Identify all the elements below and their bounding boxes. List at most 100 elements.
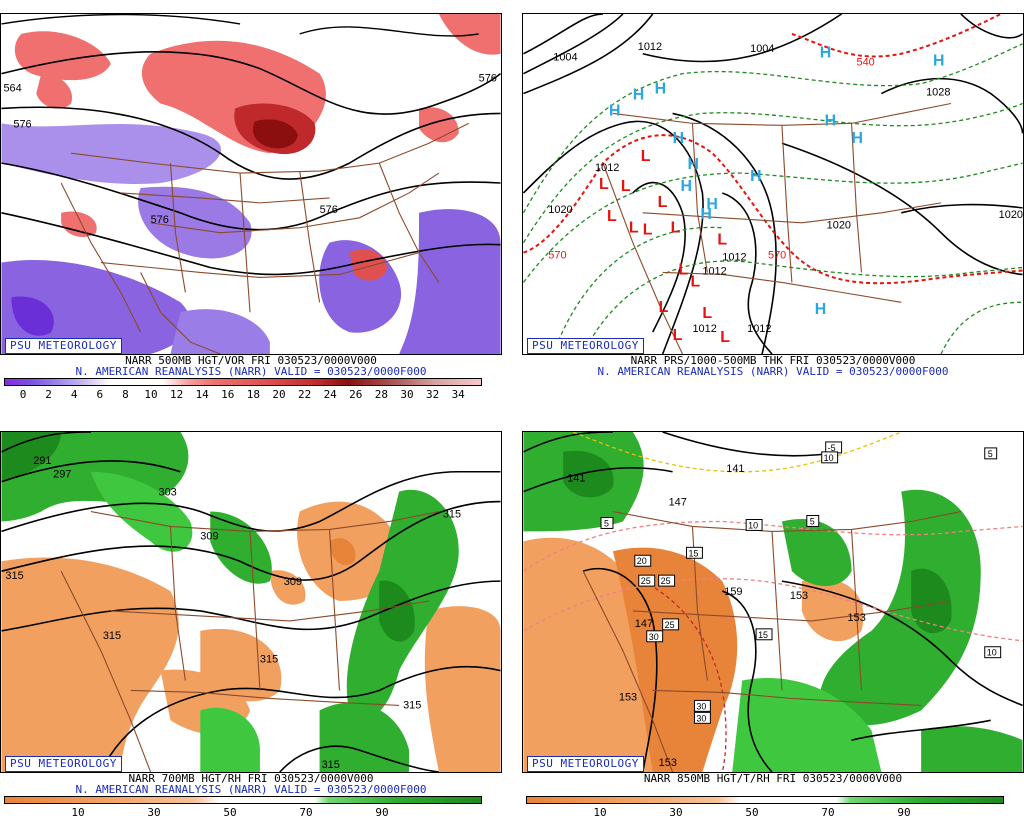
low-pressure-symbol: L <box>641 148 651 165</box>
temp-label-box: 20 <box>634 554 652 567</box>
colorbar-tick: 16 <box>221 388 235 401</box>
high-pressure-symbol: H <box>688 156 699 173</box>
contour-label: 309 <box>200 530 218 542</box>
high-pressure-symbol: H <box>706 196 717 213</box>
temp-label-box: 25 <box>662 618 680 631</box>
svg-text:30: 30 <box>649 632 659 642</box>
high-pressure-symbol: H <box>700 206 711 223</box>
contour-label: 564 <box>3 83 21 95</box>
temp-label-box: 15 <box>755 628 773 641</box>
map-850mb-graphic: 141 141 147 147 153 153 153 153 159 -5 5… <box>523 432 1023 772</box>
contour-label: 159 <box>724 586 742 598</box>
colorbar-tick: 24 <box>323 388 337 401</box>
isobar-label: 1028 <box>926 87 950 99</box>
contour-label: 141 <box>726 463 744 475</box>
colorbar-tick: 20 <box>272 388 286 401</box>
temp-label-box: 10 <box>984 646 1002 659</box>
isobar-label: 1020 <box>548 204 572 216</box>
isobar-label: 1012 <box>692 323 716 335</box>
isobar-label: 1004 <box>750 43 774 55</box>
high-pressure-symbol: H <box>655 81 666 98</box>
thickness-label: 570 <box>548 250 566 262</box>
temp-label-box: 30 <box>646 630 664 643</box>
temp-label-box: 5 <box>984 447 998 460</box>
low-pressure-symbol: L <box>659 299 669 316</box>
panel-caption-title: NARR PRS/1000-500MB THK FRI 030523/0000V… <box>630 354 916 367</box>
isobar-label: 1012 <box>638 41 662 53</box>
contour-label: 309 <box>284 576 302 588</box>
colorbar-tick: 26 <box>349 388 363 401</box>
svg-text:30: 30 <box>696 713 706 723</box>
colorbar-tick: 34 <box>451 388 465 401</box>
low-pressure-symbol: L <box>679 261 689 278</box>
temp-label-box: 10 <box>745 518 763 531</box>
colorbar-tick: 28 <box>374 388 389 401</box>
colorbar-tick: 30 <box>669 806 683 819</box>
colorbar-tick: 50 <box>745 806 759 819</box>
temp-label-box: 30 <box>693 699 711 712</box>
colorbar-tick: 70 <box>821 806 835 819</box>
high-pressure-symbol: H <box>681 178 692 195</box>
contour-label: 153 <box>848 612 866 624</box>
vorticity-colorbar <box>4 378 482 386</box>
panel-caption-valid: N. AMERICAN REANALYSIS (NARR) VALID = 03… <box>75 365 427 378</box>
panel-pressure-thickness: 1004 1012 1004 1020 1012 1012 1012 1012 … <box>522 0 1024 388</box>
low-pressure-symbol: L <box>643 222 653 239</box>
svg-text:5: 5 <box>604 518 609 528</box>
colorbar-tick: 18 <box>246 388 261 401</box>
low-pressure-symbol: L <box>607 208 617 225</box>
rh-colorbar-ticks: 10 30 50 70 90 <box>526 807 1004 819</box>
vorticity-colorbar-ticks: 0 2 4 6 8 10 12 14 16 18 20 22 24 26 28 30 32 34 <box>4 389 482 401</box>
contour-label: 303 <box>159 487 177 499</box>
colorbar-tick: 0 <box>19 388 27 401</box>
colorbar-tick: 10 <box>593 806 607 819</box>
temp-label-box: 25 <box>658 574 676 587</box>
svg-text:25: 25 <box>665 620 675 630</box>
temp-label-box: 15 <box>686 546 703 559</box>
panel-caption-title: NARR 850MB HGT/T/RH FRI 030523/0000V000 <box>643 772 903 785</box>
panel-850mb-temp-rh: 141 141 147 147 153 153 153 153 159 -5 5… <box>522 418 1024 819</box>
map-500mb-vorticity: 564 576 576 576 576 PSU METEOROLOGY <box>0 13 502 355</box>
svg-text:15: 15 <box>758 630 768 640</box>
low-pressure-symbol: L <box>720 329 730 346</box>
svg-text:25: 25 <box>661 576 671 586</box>
colorbar-tick: 50 <box>223 806 237 819</box>
temp-label-box: 30 <box>693 711 711 724</box>
contour-label: 141 <box>567 473 585 485</box>
contour-label: 576 <box>479 73 497 85</box>
panel-700mb-rh: 291 297 303 309 309 315 315 315 315 315 … <box>0 418 502 819</box>
panel-caption-title: NARR 700MB HGT/RH FRI 030523/0000V000 <box>128 772 374 785</box>
contour-label: 576 <box>320 204 338 216</box>
rh-colorbar <box>4 796 482 804</box>
contour-label: 147 <box>669 497 687 509</box>
svg-text:25: 25 <box>641 576 651 586</box>
contour-label: 315 <box>260 654 278 666</box>
panel-caption-valid: N. AMERICAN REANALYSIS (NARR) VALID = 03… <box>75 783 427 796</box>
high-pressure-symbol: H <box>825 112 836 129</box>
temp-label-box: 25 <box>638 574 656 587</box>
rh-colorbar <box>526 796 1004 804</box>
colorbar-tick: 10 <box>71 806 85 819</box>
high-pressure-symbol: H <box>820 45 831 62</box>
temp-label-box: -5 <box>825 441 843 454</box>
isobar-label: 1012 <box>702 265 726 277</box>
thickness-label: 540 <box>857 57 875 69</box>
temp-label-box: 5 <box>600 517 614 529</box>
contour-label: 153 <box>619 691 637 703</box>
colorbar-tick: 32 <box>425 388 440 401</box>
colorbar-tick: 22 <box>297 388 312 401</box>
low-pressure-symbol: L <box>629 220 639 237</box>
map-850mb-temp-rh: 141 141 147 147 153 153 153 153 159 -5 5… <box>522 431 1024 773</box>
low-pressure-symbol: L <box>673 327 683 344</box>
thickness-label: 570 <box>768 250 786 262</box>
colorbar-tick: 10 <box>144 388 158 401</box>
colorbar-tick: 70 <box>299 806 313 819</box>
colorbar-tick: 90 <box>375 806 389 819</box>
contour-label: 153 <box>659 757 677 769</box>
svg-text:5: 5 <box>988 449 993 459</box>
high-pressure-symbol: H <box>633 86 644 103</box>
contour-label: 576 <box>151 214 169 226</box>
map-pressure-graphic: 1004 1012 1004 1020 1012 1012 1012 1012 … <box>523 14 1023 354</box>
low-pressure-symbol: L <box>599 176 609 193</box>
rh-colorbar-ticks: 10 30 50 70 90 <box>4 807 482 819</box>
